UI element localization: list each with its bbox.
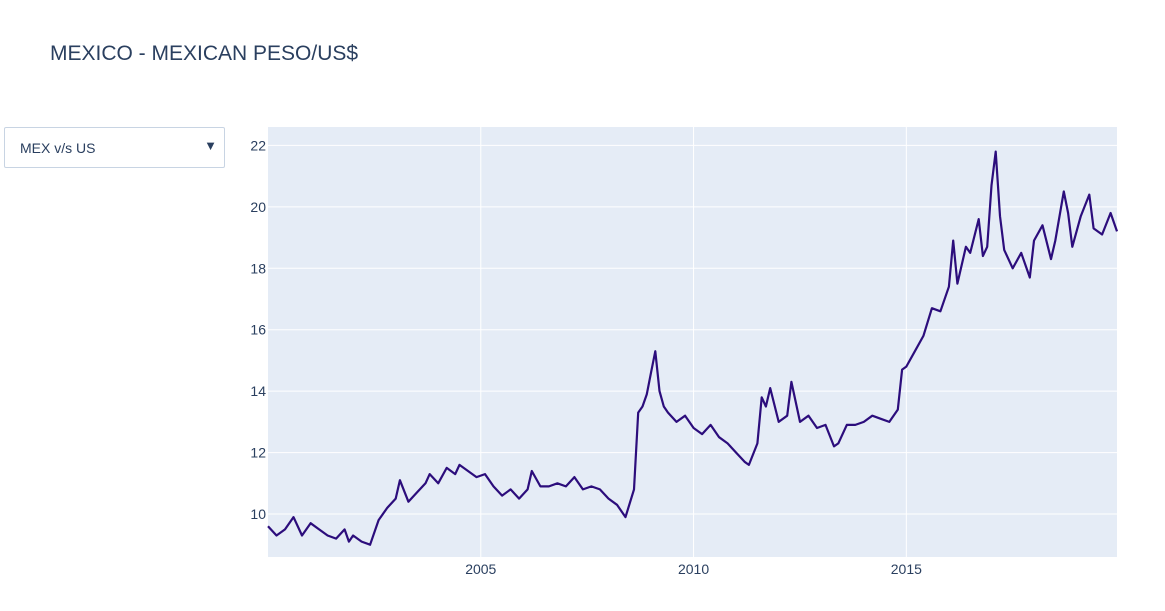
y-tick-label: 16 bbox=[250, 322, 266, 338]
x-axis-ticks: 2005 2010 2015 bbox=[465, 561, 922, 577]
y-tick-label: 20 bbox=[250, 199, 266, 215]
y-axis-ticks: 10 12 14 16 18 20 22 bbox=[250, 137, 266, 522]
x-tick-label: 2015 bbox=[891, 561, 922, 577]
chart-title: MEXICO - MEXICAN PESO/US$ bbox=[50, 42, 359, 65]
y-tick-label: 10 bbox=[250, 506, 266, 522]
gridlines bbox=[268, 127, 1117, 557]
dropdown-selected-label: MEX v/s US bbox=[20, 140, 96, 156]
x-tick-label: 2010 bbox=[678, 561, 709, 577]
y-tick-label: 14 bbox=[250, 383, 266, 399]
y-tick-label: 18 bbox=[250, 260, 266, 276]
y-tick-label: 22 bbox=[250, 137, 266, 153]
series-dropdown[interactable]: MEX v/s US ▼ bbox=[4, 127, 225, 168]
x-tick-label: 2005 bbox=[465, 561, 496, 577]
triangle-down-icon: ▼ bbox=[204, 138, 217, 153]
series-line-mex-vs-us bbox=[267, 150, 1119, 546]
y-tick-label: 12 bbox=[250, 445, 266, 461]
plot-area bbox=[268, 127, 1117, 557]
